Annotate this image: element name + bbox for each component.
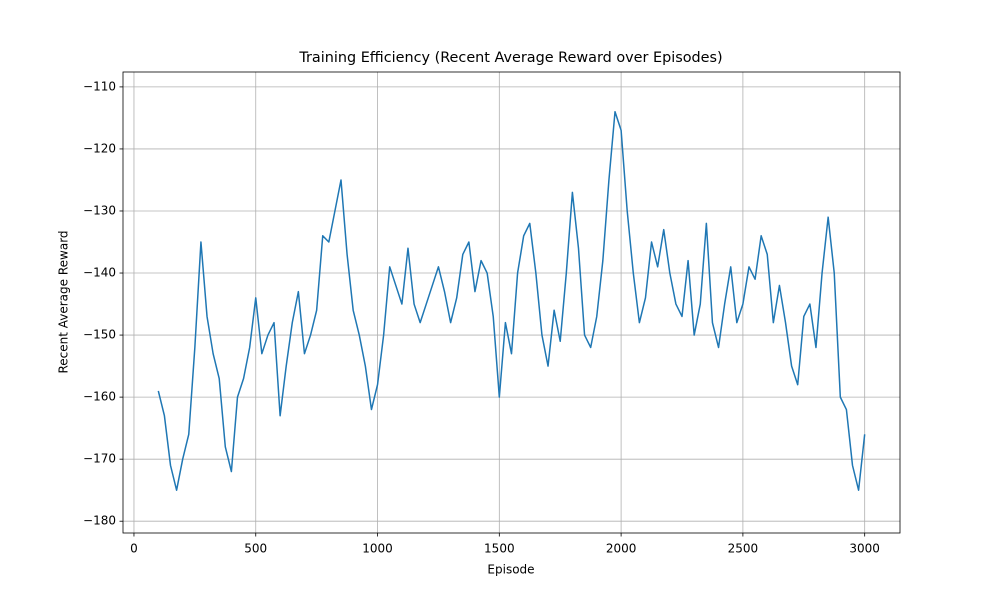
- x-tick-label: 1000: [362, 542, 393, 556]
- y-tick-label: −120: [83, 141, 116, 155]
- x-tick-label: 1500: [484, 542, 515, 556]
- y-axis-label: Recent Average Reward: [57, 230, 71, 373]
- x-tick-label: 2000: [606, 542, 637, 556]
- x-tick-label: 0: [130, 542, 138, 556]
- chart-title: Training Efficiency (Recent Average Rewa…: [298, 50, 722, 66]
- y-tick-label: −160: [83, 390, 116, 404]
- x-tick-label: 2500: [728, 542, 759, 556]
- x-tick-label: 500: [244, 542, 267, 556]
- y-tick-label: −140: [83, 266, 116, 280]
- y-tick-label: −170: [83, 452, 116, 466]
- data-line: [157, 110, 866, 491]
- plot-frame: [122, 71, 901, 534]
- y-tick-label: −130: [83, 203, 116, 217]
- y-tick-label: −150: [83, 328, 116, 342]
- y-tick-label: −180: [83, 514, 116, 528]
- x-tick-label: 3000: [849, 542, 880, 556]
- y-tick-label: −110: [83, 79, 116, 93]
- x-axis-label: Episode: [487, 563, 534, 577]
